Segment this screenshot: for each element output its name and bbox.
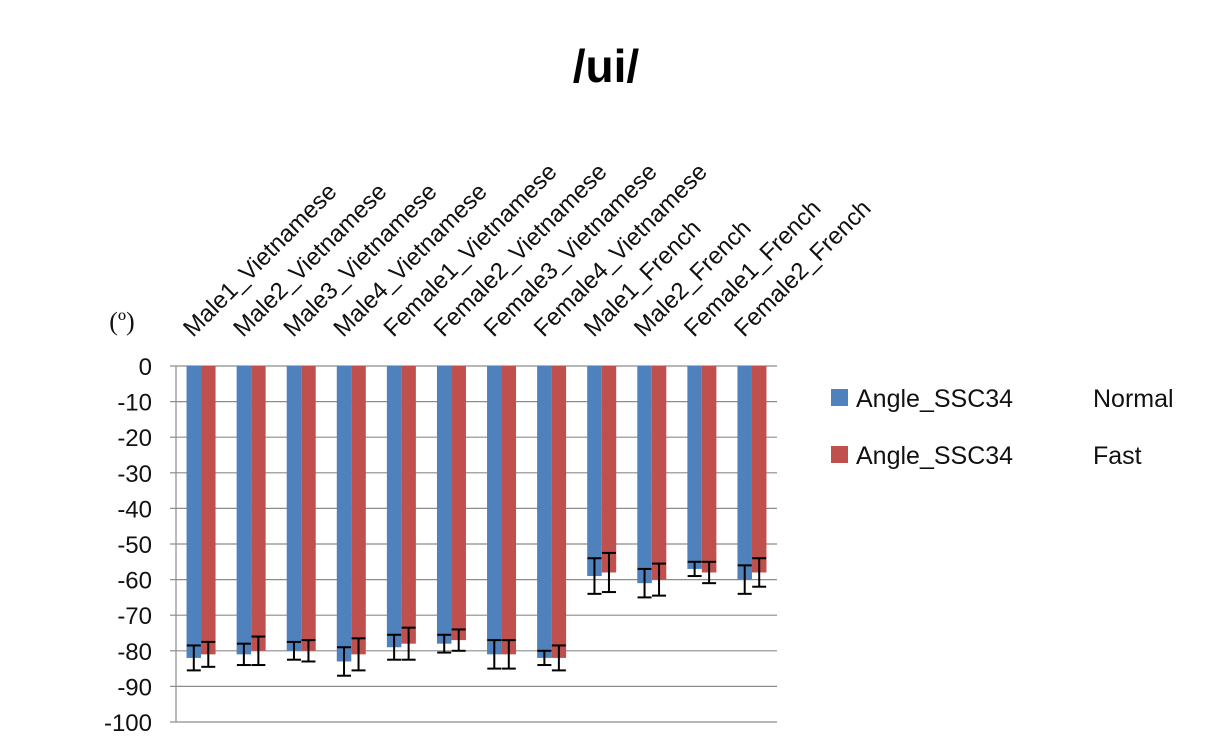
error-bar — [687, 560, 702, 578]
legend-swatch — [831, 446, 848, 463]
bar-normal — [587, 366, 602, 577]
error-bar — [387, 633, 402, 661]
error-bar — [451, 628, 466, 652]
bar-fast — [401, 366, 416, 644]
error-bar — [702, 560, 717, 585]
y-tick-label: -50 — [117, 532, 152, 559]
error-bar — [487, 639, 502, 670]
legend-swatch — [831, 389, 848, 406]
bar-fast — [701, 366, 717, 573]
bar-fast — [651, 366, 667, 580]
y-tick-label: -90 — [117, 674, 152, 701]
bar-normal — [386, 366, 402, 648]
y-axis: 0 -10 -20 -30 -40 -50 -60 -70 -80 -90 -100 — [104, 354, 177, 737]
error-bar — [501, 639, 516, 670]
bar-fast — [351, 366, 366, 655]
y-tick-label: -70 — [117, 603, 152, 630]
error-bar — [251, 635, 266, 667]
chart-title: /ui/ — [573, 40, 640, 92]
bars — [186, 366, 767, 662]
bar-normal — [687, 366, 702, 569]
bar-fast — [451, 366, 466, 641]
legend: Angle_SSC34 Normal Angle_SSC34 Fast — [831, 385, 1174, 470]
error-bar — [201, 640, 216, 668]
bar-normal — [286, 366, 302, 651]
legend-series-name: Angle_SSC34 — [856, 442, 1013, 470]
error-bar — [637, 567, 652, 599]
bar-fast — [751, 366, 767, 573]
bar-normal — [186, 366, 202, 658]
bar-normal — [436, 366, 452, 644]
bar-fast — [251, 366, 266, 651]
error-bar — [236, 642, 251, 667]
y-tick-label: -10 — [117, 390, 152, 417]
error-bar — [351, 637, 366, 672]
bar-normal — [236, 366, 252, 655]
error-bar — [401, 626, 416, 661]
bar-normal — [637, 366, 652, 584]
error-bars — [186, 551, 767, 677]
y-tick-label: -20 — [117, 425, 152, 452]
gridlines — [176, 365, 777, 723]
bar-normal — [336, 366, 352, 662]
error-bar — [286, 640, 301, 661]
bar-normal — [737, 366, 752, 580]
legend-condition: Normal — [1093, 385, 1174, 413]
legend-entry-normal: Angle_SSC34 Normal — [831, 385, 1174, 413]
y-tick-label: -30 — [117, 461, 152, 488]
bar-fast — [551, 366, 567, 658]
error-bar — [652, 562, 667, 597]
bar-fast — [301, 366, 316, 651]
y-tick-label: -80 — [117, 639, 152, 666]
error-bar — [587, 557, 602, 595]
y-tick-label: 0 — [139, 354, 152, 381]
error-bar — [601, 551, 616, 594]
error-bar — [337, 646, 352, 677]
bar-fast — [201, 366, 216, 655]
error-bar — [537, 649, 552, 667]
error-bar — [752, 557, 767, 588]
error-bar — [737, 564, 752, 595]
bar-fast — [501, 366, 517, 655]
category-labels: Male1_VietnameseMale2_VietnameseMale3_Vi… — [178, 158, 876, 342]
bar-normal — [487, 366, 502, 655]
error-bar — [437, 633, 452, 654]
y-tick-label: -40 — [117, 496, 152, 523]
y-tick-label: -60 — [117, 568, 152, 595]
legend-series-name: Angle_SSC34 — [856, 385, 1013, 413]
legend-condition: Fast — [1093, 442, 1142, 470]
error-bar — [186, 644, 201, 672]
legend-entry-fast: Angle_SSC34 Fast — [831, 442, 1142, 470]
bar-fast — [601, 366, 617, 573]
bar-normal — [537, 366, 552, 658]
error-bar — [551, 644, 566, 672]
y-unit-label: (º) — [109, 307, 134, 336]
y-tick-label: -100 — [104, 710, 152, 737]
error-bar — [301, 639, 316, 663]
